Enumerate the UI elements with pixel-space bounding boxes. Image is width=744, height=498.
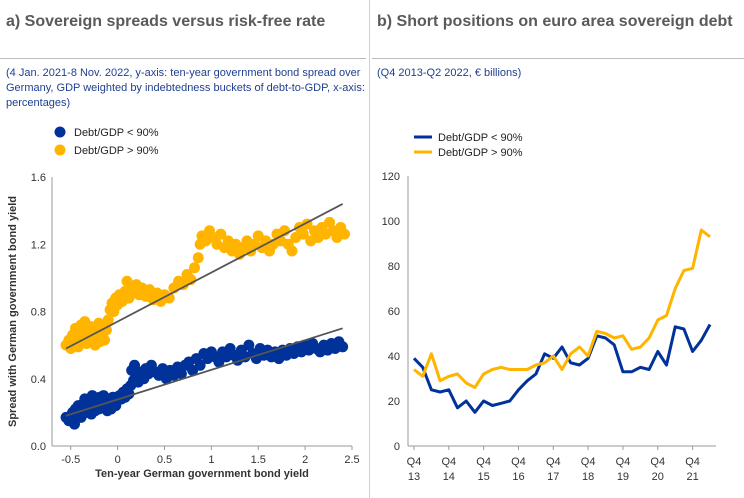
series-line-low-debt [412, 323, 712, 414]
scatter-point-high-debt [102, 314, 114, 326]
scatter-point-high-debt [189, 262, 200, 274]
panel-a-title: a) Sovereign spreads versus risk-free ra… [6, 13, 326, 30]
x-tick-label: 2.5 [344, 454, 359, 466]
y-tick-label: 60 [388, 306, 400, 318]
x-tick-label-quarter: Q4 [685, 456, 700, 468]
scatter-chart: Debt/GDP < 90% Debt/GDP > 90% 0.0 0.4 0.8 1.… [7, 126, 360, 480]
legend-label: Debt/GDP > 90% [74, 145, 159, 157]
legend-label: Debt/GDP > 90% [438, 147, 523, 159]
x-tick-label-year: 19 [617, 471, 629, 480]
x-tick-label: 2 [302, 454, 308, 466]
y-tick-label: 80 [388, 261, 400, 273]
x-tick-label-year: 15 [478, 471, 490, 480]
title-divider-a [0, 58, 366, 59]
x-tick-label-year: 20 [652, 471, 664, 480]
x-tick-label: -0.5 [61, 454, 80, 466]
legend-marker-high-debt [54, 144, 66, 156]
panel-divider [369, 0, 370, 498]
x-tick-label-quarter: Q4 [546, 456, 561, 468]
x-tick-label-year: 18 [582, 471, 594, 480]
x-tick-label-year: 17 [547, 471, 559, 480]
x-tick-label-year: 16 [512, 471, 524, 480]
scatter-point-low-debt [337, 341, 349, 353]
scatter-trendlines [65, 203, 344, 417]
y-axis-label: Spread with German government bond yield [7, 196, 19, 427]
scatter-point-high-debt [100, 324, 112, 336]
scatter-point-low-debt [243, 339, 255, 351]
y-tick-label: 20 [388, 396, 400, 408]
y-tick-label: 1.6 [31, 172, 46, 184]
x-tick-label-year: 14 [443, 471, 455, 480]
scatter-points [60, 216, 350, 430]
scatter-point-low-debt [175, 368, 187, 380]
line-series [412, 228, 712, 414]
y-tick-label: 1.2 [31, 239, 46, 251]
scatter-point-high-debt [215, 228, 227, 240]
x-tick-label-quarter: Q4 [511, 456, 526, 468]
scatter-point-low-debt [194, 359, 206, 371]
y-tick-label: 100 [382, 216, 400, 228]
scatter-point-high-debt [286, 245, 298, 257]
line-chart: Debt/GDP < 90% Debt/GDP > 90% 0 20 40 60 80 10… [382, 132, 716, 480]
line-axes: 0 20 40 60 80 100 120 Q4 13 Q4 14 Q4 15 Q4 16 Q4 17 Q4 18 Q… [382, 171, 716, 480]
x-tick-label-quarter: Q4 [581, 456, 596, 468]
y-tick-label: 0.4 [31, 374, 46, 386]
scatter-point-high-debt [99, 334, 110, 346]
scatter-legend: Debt/GDP < 90% Debt/GDP > 90% [54, 126, 159, 157]
x-tick-label: 0.5 [157, 454, 172, 466]
y-tick-label: 0.8 [31, 307, 46, 319]
x-tick-label: 1 [208, 454, 214, 466]
panel-a-subtitle: (4 Jan. 2021-8 Nov. 2022, y-axis: ten-ye… [6, 67, 365, 109]
y-tick-label: 0.0 [31, 441, 46, 453]
x-tick-label-year: 13 [408, 471, 420, 480]
x-tick-label-quarter: Q4 [650, 456, 665, 468]
scatter-point-high-debt [192, 252, 204, 264]
panel-b-subtitle: (Q4 2013-Q2 2022, € billions) [377, 67, 522, 79]
y-tick-label: 40 [388, 351, 400, 363]
x-tick-label: 1.5 [251, 454, 266, 466]
scatter-point-low-debt [69, 418, 80, 430]
x-tick-label: 0 [115, 454, 121, 466]
scatter-point-low-debt [129, 359, 140, 371]
x-axis-label: Ten-year German government bond yield [95, 468, 309, 480]
scatter-point-high-debt [339, 228, 350, 240]
x-tick-label-year: 21 [686, 471, 698, 480]
scatter-axes: 0.0 0.4 0.8 1.2 1.6 -0.5 0 0.5 1 1.5 2 2.5 [31, 172, 360, 466]
legend-label: Debt/GDP < 90% [74, 127, 159, 139]
scatter-point-high-debt [297, 228, 309, 240]
y-tick-label: 0 [394, 441, 400, 453]
x-tick-label-quarter: Q4 [616, 456, 631, 468]
x-tick-label-quarter: Q4 [407, 456, 422, 468]
legend-marker-low-debt [54, 126, 66, 138]
y-tick-label: 120 [382, 171, 400, 183]
x-tick-label-quarter: Q4 [441, 456, 456, 468]
trendline [65, 203, 344, 350]
title-divider-b [372, 58, 744, 59]
scatter-point-high-debt [324, 216, 335, 228]
series-line-high-debt [413, 228, 711, 389]
trendline [65, 327, 343, 417]
line-legend: Debt/GDP < 90% Debt/GDP > 90% [414, 132, 523, 159]
panel-b-title: b) Short positions on euro area sovereig… [377, 13, 733, 30]
x-tick-label-quarter: Q4 [476, 456, 491, 468]
legend-label: Debt/GDP < 90% [438, 132, 523, 144]
